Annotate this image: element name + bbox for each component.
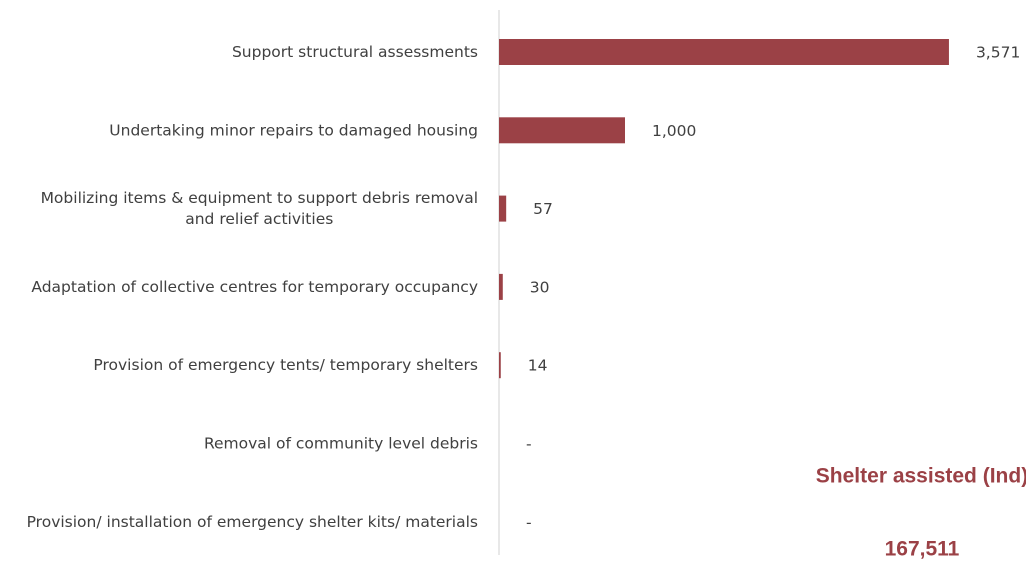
y-tick-label: Provision of emergency tents/ temporary … <box>93 356 478 374</box>
y-tick-label: Adaptation of collective centres for tem… <box>31 277 478 295</box>
y-tick-label: Mobilizing items & equipment to support … <box>41 189 478 228</box>
bar <box>499 195 507 222</box>
value-label: 3,571 <box>976 44 1020 62</box>
y-tick-label: Removal of community level debris <box>204 434 478 452</box>
annotation: Shelter assisted (Ind) <box>816 465 1026 488</box>
bar <box>499 273 503 300</box>
value-label: 57 <box>533 200 553 218</box>
value-label: - <box>526 513 532 531</box>
y-tick-label: Support structural assessments <box>232 43 478 61</box>
value-label: 14 <box>528 357 548 375</box>
y-tick-label: Provision/ installation of emergency she… <box>27 512 478 530</box>
annotation: 167,511 <box>885 538 960 561</box>
value-label: 1,000 <box>652 122 696 140</box>
y-tick-label: Undertaking minor repairs to damaged hou… <box>109 121 478 139</box>
bar <box>499 117 625 144</box>
value-label: - <box>526 435 532 453</box>
value-label: 30 <box>530 278 550 296</box>
bar <box>499 39 949 65</box>
bar <box>499 352 501 379</box>
